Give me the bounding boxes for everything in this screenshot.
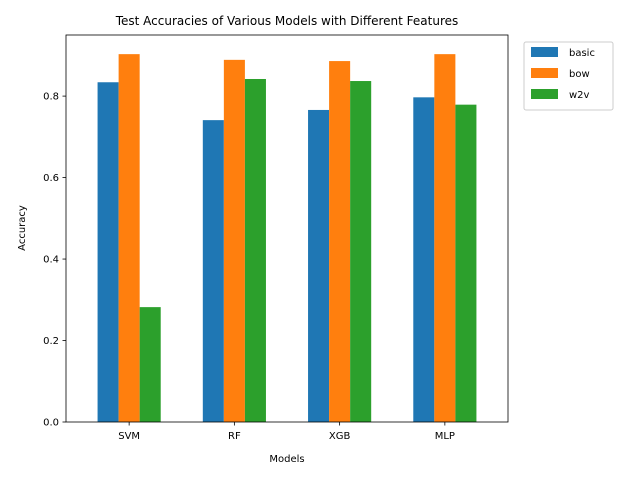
bar-w2v-mlp xyxy=(455,104,477,422)
bar-bow-svm xyxy=(118,54,140,423)
bar-w2v-xgb xyxy=(350,81,372,423)
x-tick-label: SVM xyxy=(118,431,140,442)
bar-bow-xgb xyxy=(329,61,351,422)
bar-w2v-rf xyxy=(244,78,266,422)
bar-bow-mlp xyxy=(434,54,456,423)
chart-title: Test Accuracies of Various Models with D… xyxy=(115,14,459,28)
bar-basic-svm xyxy=(97,82,119,423)
y-ticks-group: 0.0 0.2 0.4 0.6 0.8 xyxy=(43,92,66,429)
bar-bow-rf xyxy=(223,59,245,422)
y-tick-label: 0.0 xyxy=(43,418,59,429)
x-tick-label: RF xyxy=(228,431,241,442)
x-tick-label: XGB xyxy=(329,431,351,442)
legend-swatch-bow xyxy=(531,68,558,78)
y-axis-label: Accuracy xyxy=(17,205,28,251)
plot-frame xyxy=(65,34,509,423)
legend-label-bow: bow xyxy=(569,69,590,80)
y-tick-label: 0.8 xyxy=(43,92,59,103)
legend: basic bow w2v xyxy=(523,41,614,111)
bar-basic-mlp xyxy=(413,97,435,423)
bar-basic-xgb xyxy=(308,109,330,423)
bars-group xyxy=(97,54,477,423)
legend-label-basic: basic xyxy=(569,48,595,59)
x-tick-label: MLP xyxy=(435,431,455,442)
y-tick-label: 0.2 xyxy=(43,336,59,347)
x-ticks-group: SVM RF XGB MLP xyxy=(118,422,455,442)
y-tick-label: 0.4 xyxy=(43,255,59,266)
legend-label-w2v: w2v xyxy=(569,90,590,101)
y-tick-label: 0.6 xyxy=(43,173,59,184)
bar-basic-rf xyxy=(202,120,224,422)
x-axis-label: Models xyxy=(269,454,304,465)
legend-swatch-basic xyxy=(531,47,558,57)
bar-w2v-svm xyxy=(139,307,161,422)
legend-swatch-w2v xyxy=(531,89,558,99)
